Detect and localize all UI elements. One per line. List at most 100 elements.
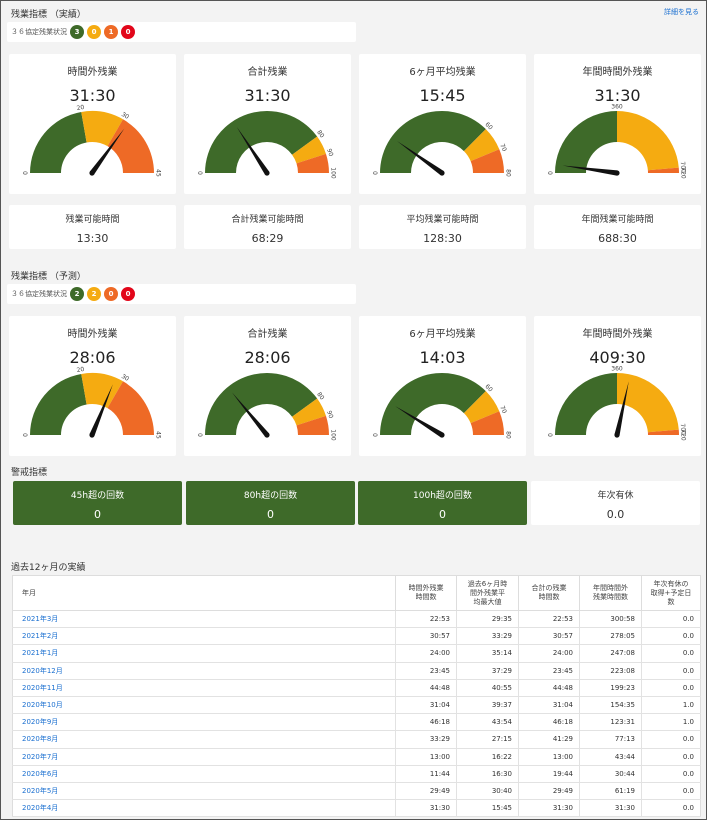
info-card-annual-remaining: 年間残業可能時間 688:30 <box>534 205 701 249</box>
gauge-band-caution <box>617 111 679 171</box>
history-cell: 247:08 <box>579 644 642 663</box>
history-month-link[interactable]: 2020年10月 <box>12 696 396 715</box>
history-month-link[interactable]: 2020年4月 <box>12 799 396 818</box>
info-value: 128:30 <box>423 232 462 245</box>
history-table-body: 2021年3月 22:53 29:35 22:53 300:58 0.0 2021年2月 30… <box>12 610 701 818</box>
info-card-total-remaining: 合計残業可能時間 68:29 <box>184 205 351 249</box>
history-cell: 31:30 <box>395 799 457 818</box>
gauge-tick-label: 45 <box>155 431 162 439</box>
gauge-needle <box>236 127 270 175</box>
history-row: 2020年6月 11:44 16:30 19:44 30:44 0.0 <box>12 765 701 783</box>
history-cell: 43:54 <box>456 713 519 732</box>
history-row: 2020年7月 13:00 16:22 13:00 43:44 0.0 <box>12 748 701 766</box>
gauge-tick-label: 720 <box>680 167 687 179</box>
warning-card-title: 100h超の回数 <box>413 491 472 501</box>
history-month-link[interactable]: 2020年9月 <box>12 713 396 732</box>
history-cell: 16:22 <box>456 748 519 766</box>
gauge-title: 6ヶ月平均残業 <box>409 329 476 340</box>
gauge-card-annual-forecast: 年間時間外残業 409:30 0 360 700 720 <box>534 316 701 456</box>
history-header-cell: 過去6ヶ月時 間外残業平 均最大値 <box>456 575 519 611</box>
info-card-average-remaining: 平均残業可能時間 128:30 <box>359 205 526 249</box>
history-month-link[interactable]: 2021年2月 <box>12 627 396 646</box>
gauge-band-normal <box>30 111 87 173</box>
history-cell: 11:44 <box>395 765 457 783</box>
warning-card-annual-leave: 年次有休 0.0 <box>531 481 700 525</box>
history-month-link[interactable]: 2020年5月 <box>12 782 396 801</box>
gauge-chart: 0 60 70 80 <box>373 373 512 439</box>
gauge-value: 31:30 <box>594 86 641 105</box>
history-month-link[interactable]: 2020年12月 <box>12 662 396 680</box>
history-month-link[interactable]: 2020年11月 <box>12 679 396 697</box>
gauge-tick-label: 90 <box>325 148 334 158</box>
status-badge-orange: 0 <box>104 287 118 301</box>
warning-card-title: 年次有休 <box>597 491 634 501</box>
gauge-value: 409:30 <box>589 348 646 367</box>
history-header-cell: 年間時間外 残業時間数 <box>579 575 642 611</box>
gauge-tick-label: 80 <box>315 391 325 401</box>
warning-card-value: 0 <box>267 508 274 521</box>
gauge-title: 時間外残業 <box>67 67 118 78</box>
warning-section-title: 警戒指標 <box>11 468 48 478</box>
history-header-cell: 年月 <box>12 575 396 611</box>
gauge-band-caution <box>617 373 679 433</box>
history-month-link[interactable]: 2020年7月 <box>12 748 396 766</box>
gauge-band-normal <box>205 110 318 173</box>
gauge-tick-label: 0 <box>548 171 555 175</box>
gauge-band-warning <box>296 415 329 435</box>
gauge-tick-label: 720 <box>680 429 687 441</box>
status-badge-yellow: 0 <box>87 25 101 39</box>
gauge-tick-label: 70 <box>498 405 507 415</box>
gauge-tick-label: 80 <box>315 129 325 139</box>
history-cell: 35:14 <box>456 644 519 663</box>
history-cell: 27:15 <box>456 730 519 749</box>
gauge-tick-label: 30 <box>120 373 130 383</box>
gauge-needle-hub <box>439 170 445 176</box>
gauge-title: 合計残業 <box>247 329 288 340</box>
warning-card-value: 0.0 <box>606 508 625 521</box>
history-cell: 300:58 <box>579 610 642 629</box>
history-header-cell: 時間外残業 時間数 <box>395 575 457 611</box>
history-cell: 31:30 <box>579 799 642 818</box>
history-cell: 39:37 <box>456 696 519 715</box>
history-cell: 0.0 <box>641 662 701 680</box>
history-cell: 15:45 <box>456 799 519 818</box>
info-title: 年間残業可能時間 <box>581 215 654 225</box>
info-value: 688:30 <box>598 232 637 245</box>
history-cell: 1.0 <box>641 713 701 732</box>
history-month-link[interactable]: 2020年8月 <box>12 730 396 749</box>
history-cell: 16:30 <box>456 765 519 783</box>
gauge-band-normal <box>30 373 87 435</box>
status-badge-orange: 1 <box>104 25 118 39</box>
history-month-link[interactable]: 2021年3月 <box>12 610 396 629</box>
gauge-title: 年間時間外残業 <box>582 329 653 340</box>
status-badge-green: 3 <box>70 25 84 39</box>
history-month-link[interactable]: 2021年1月 <box>12 644 396 663</box>
history-cell: 0.0 <box>641 730 701 749</box>
history-month-link[interactable]: 2020年6月 <box>12 765 396 783</box>
gauge-value: 28:06 <box>244 348 291 367</box>
gauge-band-caution <box>81 111 123 147</box>
details-link[interactable]: 詳細を見る <box>664 8 699 16</box>
gauge-card-total-actual: 合計残業 31:30 0 80 90 100 <box>184 54 351 194</box>
gauge-tick-label: 0 <box>373 171 380 175</box>
history-cell: 30:40 <box>456 782 519 801</box>
history-table: 年月 時間外残業 時間数 過去6ヶ月時 間外残業平 均最大値 合計の残業 時間数 年間時間外 残業… <box>12 575 701 818</box>
history-cell: 37:29 <box>456 662 519 680</box>
gauge-tick-label: 0 <box>198 433 205 437</box>
gauge-needle-hub <box>89 432 95 438</box>
history-cell: 199:23 <box>579 679 642 697</box>
history-cell: 29:49 <box>395 782 457 801</box>
gauge-tick-label: 360 <box>611 366 623 373</box>
warning-card-100h: 100h超の回数 0 <box>358 481 527 525</box>
history-row: 2021年2月 30:57 33:29 30:57 278:05 0.0 <box>12 627 701 646</box>
gauge-value: 14:03 <box>419 348 466 367</box>
gauge-tick-label: 45 <box>155 169 162 177</box>
status-badge-red: 0 <box>121 25 135 39</box>
warning-card-80h: 80h超の回数 0 <box>186 481 355 525</box>
history-cell: 44:48 <box>518 679 580 697</box>
gauge-band-warning <box>470 149 504 173</box>
